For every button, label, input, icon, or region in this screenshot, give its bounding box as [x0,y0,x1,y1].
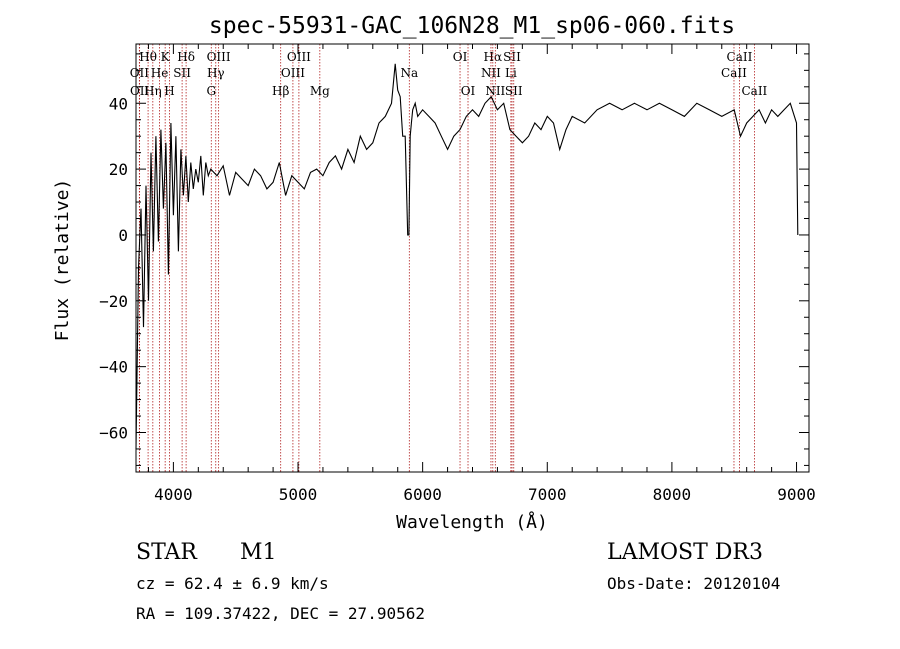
x-tick-label: 6000 [403,485,442,504]
spectral-line-label: OIII [287,50,311,64]
spectral-line-label: Mg [310,84,330,98]
spectral-line-label: Hβ [272,84,289,98]
spectral-line-label: G [206,84,216,98]
x-axis-label: Wavelength (Å) [396,511,548,533]
x-tick-label: 5000 [279,485,318,504]
x-tick-label: 7000 [528,485,567,504]
spectral-line-label: SII [503,50,521,64]
survey-name: LAMOST DR3 [607,540,763,565]
spectral-line-label: OIII [281,66,305,80]
coordinates: RA = 109.37422, DEC = 27.90562 [136,604,425,623]
spectral-line-label: OII [130,66,150,80]
spectral-line-label: OI [461,84,476,98]
spectral-line-label: Hγ [207,66,225,80]
redshift-velocity: cz = 62.4 ± 6.9 km/s [136,574,329,593]
spectral-line-label: Hθ [139,50,157,64]
y-axis: −60 −40 −20 0 20 40 [99,53,809,466]
y-tick-label: −60 [99,423,128,442]
x-tick-label: 8000 [653,485,692,504]
observation-date: Obs-Date: 20120104 [607,574,781,593]
y-tick-label: 0 [118,226,128,245]
spectral-line-label: SII [505,84,523,98]
spectral-line-label: Hδ [177,50,195,64]
y-tick-label: 20 [109,160,128,179]
spectral-line-label: OI [453,50,468,64]
spectral-line-label: OII [130,84,150,98]
spectral-line-label: CaII [741,84,767,98]
spectral-line-label: Na [400,66,418,80]
x-tick-label: 4000 [154,485,193,504]
y-tick-label: −20 [99,292,128,311]
spectral-line-label: CaII [721,66,747,80]
chart-title: spec-55931-GAC_106N28_M1_sp06-060.fits [209,13,735,39]
spectral-line-label: Hη [144,84,162,98]
y-tick-label: −40 [99,358,128,377]
spectral-line-label: OIII [207,50,231,64]
object-subclass: M1 [240,540,277,565]
spectral-line-label: K [161,50,171,64]
spectral-line-label: CaII [727,50,753,64]
spectral-line-label: Hα [484,50,503,64]
y-tick-label: 40 [109,94,128,113]
plot-frame [135,43,810,473]
y-axis-label: Flux (relative) [52,179,73,342]
spectral-line-label: Li [505,66,517,80]
spectrum-line [135,63,799,450]
object-class: STAR [136,540,197,565]
spectral-line-label: NII [481,66,501,80]
x-tick-label: 9000 [777,485,816,504]
spectral-line-label: H [164,84,174,98]
x-axis: 4000 5000 6000 7000 8000 9000 [147,44,816,504]
spectral-line-label: He [151,66,169,80]
spectral-line-label: NII [485,84,505,98]
spectral-line-label: SII [173,66,191,80]
